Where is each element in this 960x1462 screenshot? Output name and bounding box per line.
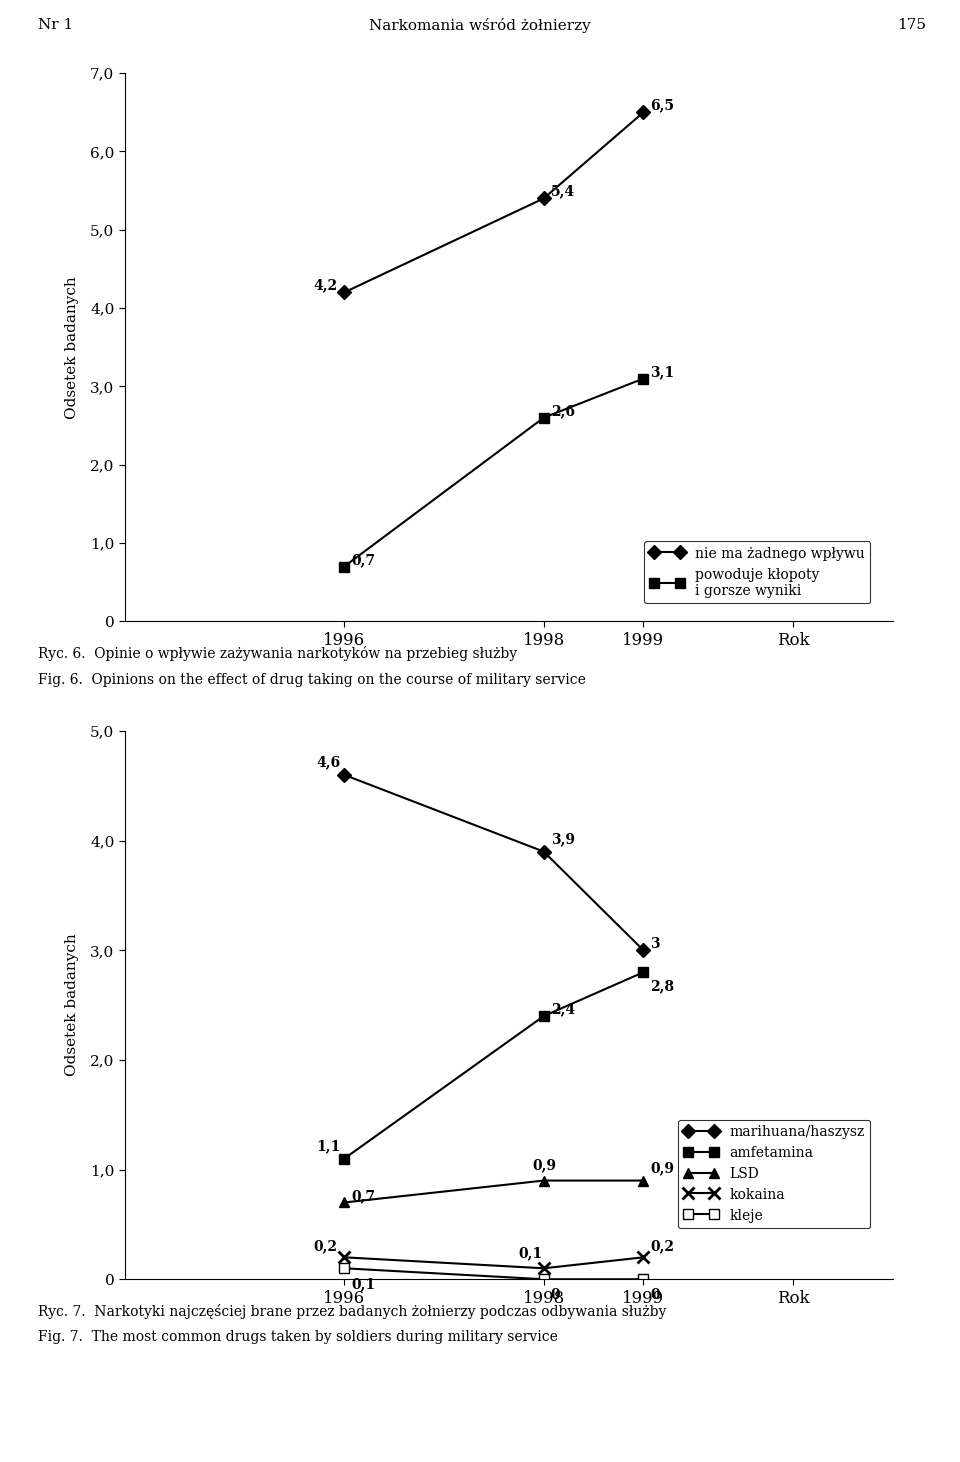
powoduje kłopoty
i gorsze wyniki: [637, 370, 649, 387]
Y-axis label: Odsetek badanych: Odsetek badanych: [65, 934, 79, 1076]
Text: 2,6: 2,6: [551, 404, 575, 418]
powoduje kłopoty
i gorsze wyniki: [339, 558, 350, 576]
Text: 0,9: 0,9: [650, 1161, 674, 1175]
Line: powoduje kłopoty
i gorsze wyniki: powoduje kłopoty i gorsze wyniki: [340, 374, 648, 572]
marihuana/haszysz: [637, 942, 649, 959]
Line: amfetamina: amfetamina: [340, 968, 648, 1164]
Text: Fig. 6.  Opinions on the effect of drug taking on the course of military service: Fig. 6. Opinions on the effect of drug t…: [38, 673, 587, 687]
amfetamina: [339, 1149, 350, 1167]
kleje: [538, 1270, 549, 1288]
Text: Narkomania wśród żołnierzy: Narkomania wśród żołnierzy: [370, 18, 590, 34]
Text: 3,9: 3,9: [551, 832, 575, 846]
Text: 0,7: 0,7: [351, 1189, 375, 1203]
Line: nie ma żadnego wpływu: nie ma żadnego wpływu: [340, 107, 648, 297]
nie ma żadnego wpływu: [339, 284, 350, 301]
Text: 6,5: 6,5: [650, 98, 674, 113]
Text: Nr 1: Nr 1: [38, 18, 74, 32]
amfetamina: [637, 963, 649, 981]
Text: Fig. 7.  The most common drugs taken by soldiers during military service: Fig. 7. The most common drugs taken by s…: [38, 1330, 559, 1345]
Text: 2,4: 2,4: [551, 1003, 575, 1016]
Text: 0,2: 0,2: [314, 1240, 338, 1253]
Text: 0,9: 0,9: [533, 1158, 557, 1173]
Text: 3,1: 3,1: [650, 366, 675, 379]
Line: kleje: kleje: [340, 1263, 648, 1284]
Text: Ryc. 7.  Narkotyki najczęściej brane przez badanych żołnierzy podczas odbywania : Ryc. 7. Narkotyki najczęściej brane prze…: [38, 1304, 667, 1319]
Text: 0: 0: [650, 1288, 660, 1301]
LSD: [538, 1173, 549, 1190]
amfetamina: [538, 1007, 549, 1025]
powoduje kłopoty
i gorsze wyniki: [538, 409, 549, 427]
kleje: [637, 1270, 649, 1288]
Text: 4,6: 4,6: [317, 756, 341, 769]
Text: 1,1: 1,1: [317, 1139, 341, 1154]
Legend: nie ma żadnego wpływu, powoduje kłopoty
i gorsze wyniki: nie ma żadnego wpływu, powoduje kłopoty …: [644, 541, 871, 604]
Text: Ryc. 6.  Opinie o wpływie zażywania narkotyków na przebieg służby: Ryc. 6. Opinie o wpływie zażywania narko…: [38, 646, 517, 661]
Text: 2,8: 2,8: [650, 980, 674, 993]
Line: marihuana/haszysz: marihuana/haszysz: [340, 770, 648, 955]
kokaina: [538, 1259, 549, 1278]
marihuana/haszysz: [339, 766, 350, 784]
Text: 0,2: 0,2: [650, 1240, 674, 1253]
LSD: [339, 1193, 350, 1211]
Text: 4,2: 4,2: [314, 279, 338, 292]
Text: 3: 3: [650, 937, 660, 950]
Line: kokaina: kokaina: [338, 1251, 650, 1275]
Text: 5,4: 5,4: [551, 184, 575, 199]
kokaina: [637, 1249, 649, 1266]
Text: 175: 175: [898, 18, 926, 32]
nie ma żadnego wpływu: [637, 104, 649, 121]
marihuana/haszysz: [538, 842, 549, 860]
Line: LSD: LSD: [340, 1175, 648, 1208]
kleje: [339, 1259, 350, 1278]
kokaina: [339, 1249, 350, 1266]
nie ma żadnego wpływu: [538, 190, 549, 208]
Y-axis label: Odsetek badanych: Odsetek badanych: [65, 276, 79, 418]
Text: 0: 0: [551, 1288, 561, 1301]
LSD: [637, 1173, 649, 1190]
Text: 0,1: 0,1: [351, 1276, 375, 1291]
Text: 0,7: 0,7: [351, 553, 375, 567]
Legend: marihuana/haszysz, amfetamina, LSD, kokaina, kleje: marihuana/haszysz, amfetamina, LSD, koka…: [679, 1120, 871, 1228]
Text: 0,1: 0,1: [518, 1246, 542, 1260]
